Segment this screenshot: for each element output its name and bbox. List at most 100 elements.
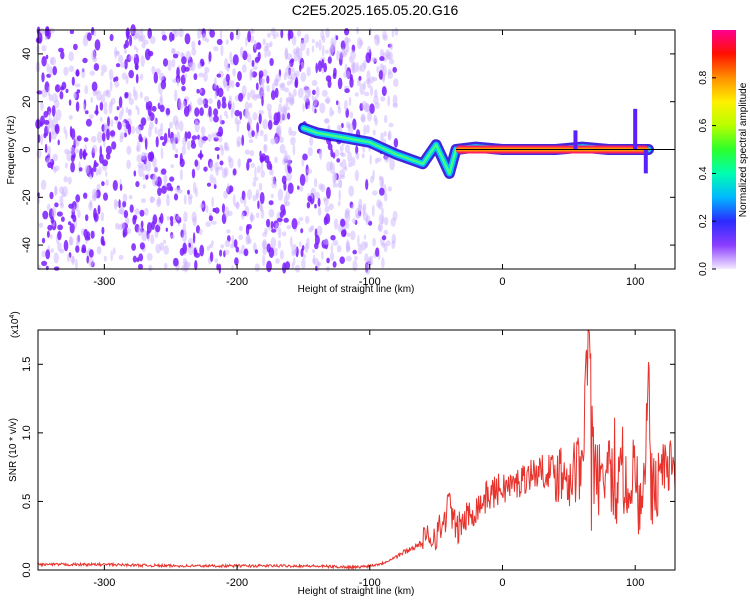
spectrogram-noise-blob	[216, 131, 222, 137]
spectrogram-noise-blob	[341, 47, 345, 57]
spectrogram-noise-blob	[290, 67, 295, 73]
spectrogram-noise-blob	[219, 249, 223, 257]
spectrogram-noise-blob	[217, 166, 224, 171]
spectrogram-noise-blob	[178, 120, 184, 132]
spectrogram-noise-blob	[128, 69, 134, 79]
spectrogram-noise-blob	[287, 182, 294, 194]
spectrogram-noise-blob	[191, 211, 197, 223]
spectrogram-noise-blob	[232, 68, 237, 77]
spectrogram-noise-blob	[255, 192, 259, 201]
spectrogram-noise-blob	[249, 89, 256, 99]
spectrogram-noise-blob	[275, 258, 280, 264]
spectrogram-noise-blob	[226, 229, 231, 234]
spectrogram-noise-blob	[90, 97, 93, 104]
spectrogram-noise-blob	[384, 216, 389, 226]
colorbar-ticks: 0.0 0.2 0.4 0.6 0.8	[698, 70, 716, 276]
spectrogram-noise-blob	[47, 161, 53, 169]
spectrogram-noise-blob	[94, 110, 99, 115]
spectrogram-noise-blob	[307, 195, 313, 202]
spectrogram-noise-blob	[148, 264, 153, 272]
spectrogram-noise-blob	[325, 213, 331, 225]
spectrogram-noise-blob	[139, 209, 145, 217]
spectrogram-noise-blob	[224, 146, 230, 152]
spectrogram-noise-blob	[300, 72, 307, 82]
spectrogram-noise-blob	[179, 158, 185, 168]
spectrogram-noise-blob	[136, 257, 140, 263]
spectrogram-noise-blob	[118, 199, 121, 209]
spectrogram-noise-blob	[358, 198, 363, 210]
spectrogram-noise-blob	[56, 211, 63, 217]
spectrogram-noise-blob	[71, 76, 75, 86]
spectrogram-noise-blob	[163, 132, 168, 144]
spectrogram-noise-blob	[133, 86, 136, 97]
spectrogram-noise-blob	[176, 215, 180, 221]
spectrogram-noise-blob	[73, 93, 77, 99]
colorbar-tick-label: 0.2	[698, 214, 709, 228]
spectrogram-noise-blob	[370, 76, 375, 84]
spectrogram-noise-blob	[235, 81, 240, 88]
spectrogram-noise-blob	[325, 75, 332, 82]
spectrogram-noise-blob	[363, 234, 367, 240]
spectrogram-noise-blob	[114, 116, 119, 121]
spectrogram-noise-blob	[361, 153, 365, 159]
spectrogram-noise-blob	[383, 229, 389, 235]
spectrogram-noise-blob	[60, 51, 65, 60]
spectrogram-noise-blob	[339, 256, 346, 265]
spectrogram-noise-blob	[379, 48, 384, 58]
spectrogram-noise-blob	[152, 175, 158, 187]
spectrogram-noise-blob	[147, 234, 151, 242]
spectrogram-noise-blob	[357, 80, 361, 87]
spectrogram-noise-blob	[151, 65, 156, 75]
spectrogram-noise-blob	[135, 64, 139, 70]
spectrogram-noise-blob	[219, 144, 224, 151]
spectrogram-noise-blob	[59, 248, 65, 254]
spectrogram-noise-blob	[40, 115, 45, 126]
spectrogram-noise-blob	[308, 227, 313, 233]
spectrogram-noise-blob	[93, 160, 97, 166]
spectrogram-noise-blob	[273, 78, 279, 87]
spectrogram-noise-blob	[281, 231, 287, 237]
spectrogram-noise-blob	[105, 145, 112, 155]
spectrogram-noise-blob	[254, 166, 257, 178]
spectrogram-noise-blob	[385, 49, 390, 58]
spectrogram-noise-blob	[328, 203, 334, 211]
spectrogram-noise-blob	[44, 143, 48, 153]
spectrogram-noise-blob	[53, 166, 57, 174]
spectrogram-x-tick-label: 100	[626, 276, 644, 288]
spectrogram-noise-blob	[93, 191, 97, 201]
spectrogram-noise-blob	[119, 135, 123, 143]
spectrogram-noise-blob	[213, 108, 219, 117]
spectrogram-noise-blob	[280, 204, 286, 213]
spectrogram-noise-blob	[209, 251, 214, 262]
spectrogram-noise-blob	[76, 234, 81, 245]
spectrogram-noise-blob	[136, 140, 141, 153]
spectrogram-noise-blob	[199, 107, 204, 117]
spectrogram-noise-blob	[293, 257, 296, 266]
spectrogram-noise-blob	[288, 126, 293, 136]
spectrogram-noise-blob	[254, 263, 260, 272]
spectrogram-noise-blob	[49, 191, 54, 200]
spectrogram-noise-blob	[257, 165, 261, 174]
spectrogram-noise-blob	[133, 53, 137, 58]
spectrogram-noise-blob	[41, 45, 47, 52]
spectrogram-y-tick-label: -20	[21, 189, 33, 205]
spectrogram-noise-blob	[351, 156, 356, 167]
spectrogram-noise-blob	[369, 154, 372, 165]
spectrogram-noise-blob	[214, 207, 220, 214]
spectrogram-noise-blob	[379, 187, 385, 196]
spectrogram-noise-blob	[215, 167, 219, 176]
spectrogram-noise-blob	[358, 75, 362, 81]
spectrogram-noise-blob	[280, 29, 284, 39]
spectrogram-noise-blob	[321, 89, 328, 97]
spectrogram-noise-blob	[118, 254, 124, 260]
spectrogram-noise-blob	[284, 200, 291, 207]
spectrogram-noise-blob	[113, 77, 116, 83]
spectrogram-noise-blob	[244, 149, 251, 155]
spectrogram-noise-blob	[159, 104, 165, 113]
spectrogram-noise-blob	[110, 100, 113, 108]
spectrogram-noise-blob	[389, 42, 394, 51]
spectrogram-noise-blob	[251, 60, 255, 67]
spectrogram-y-tick-label: 0	[21, 146, 33, 152]
spectrogram-noise-blob	[254, 56, 260, 63]
